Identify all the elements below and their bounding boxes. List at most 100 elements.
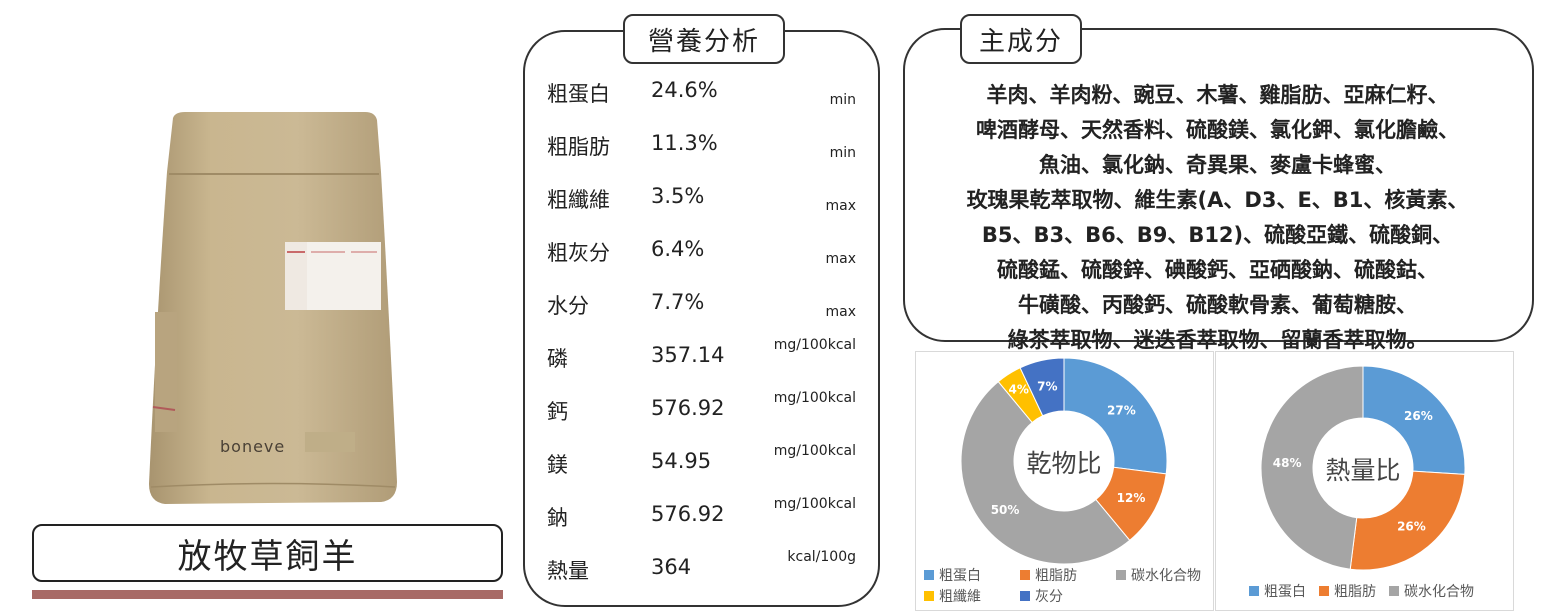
svg-text:boneve: boneve	[220, 437, 285, 456]
legend-label: 粗纖維	[939, 589, 981, 605]
nutrient-unit: mg/100kcal	[773, 337, 856, 353]
legend-item: 粗脂肪	[1020, 565, 1077, 585]
nutrient-unit: mg/100kcal	[773, 390, 856, 406]
data-label: 7%	[1037, 379, 1057, 393]
nutrient-unit: mg/100kcal	[773, 496, 856, 512]
legend-label: 粗脂肪	[1035, 568, 1077, 584]
nutrition-row: 磷 357.14 mg/100kcal	[523, 337, 876, 396]
legend-label: 粗蛋白	[939, 568, 981, 584]
data-label: 4%	[1009, 383, 1029, 397]
nutrition-title: 營養分析	[623, 14, 785, 64]
nutrient-value: 576.92	[651, 396, 725, 420]
nutrition-row: 鈣 576.92 mg/100kcal	[523, 390, 876, 449]
nutrition-row: 粗蛋白 24.6% min	[523, 78, 876, 131]
ingredients-line: 綠茶萃取物、迷迭香萃取物、留蘭香萃取物。	[1007, 328, 1428, 352]
donut-svg: 27% 12% 50% 4% 7%	[960, 357, 1168, 565]
legend-swatch	[1389, 586, 1399, 596]
legend-swatch	[1249, 586, 1259, 596]
ingredients-text: 羊肉、羊肉粉、豌豆、木薯、雞脂肪、亞麻仁籽、 啤酒酵母、天然香料、硫酸鎂、氯化鉀…	[905, 78, 1530, 358]
legend-item: 碳水化合物	[1116, 565, 1201, 585]
nutrient-value: 357.14	[651, 343, 725, 367]
legend-swatch	[1116, 570, 1126, 580]
ingredients-title: 主成分	[960, 14, 1082, 64]
nutrient-label: 水分	[547, 294, 589, 318]
nutrient-value: 11.3%	[651, 131, 718, 155]
ingredients-line: 玫瑰果乾萃取物、維生素(A、D3、E、B1、核黃素、	[966, 188, 1469, 212]
legend-swatch	[924, 570, 934, 580]
nutrient-unit: min	[829, 145, 856, 161]
nutrient-value: 6.4%	[651, 237, 705, 261]
legend-item: 碳水化合物	[1389, 581, 1474, 601]
nutrient-label: 粗脂肪	[547, 135, 610, 159]
nutrient-label: 磷	[547, 347, 568, 371]
nutrition-row: 水分 7.7% max	[523, 290, 876, 343]
nutrient-value: 24.6%	[651, 78, 718, 102]
ingredients-line: 啤酒酵母、天然香料、硫酸鎂、氯化鉀、氯化膽鹼、	[976, 118, 1459, 142]
nutrient-unit: max	[825, 251, 856, 267]
donut-slice-碳水化合物	[960, 380, 1131, 565]
legend-item: 粗蛋白	[1249, 581, 1306, 601]
data-label: 27%	[1107, 403, 1136, 417]
nutrient-unit: max	[825, 304, 856, 320]
legend-label: 粗蛋白	[1264, 584, 1306, 600]
dry-matter-chart: 27% 12% 50% 4% 7% 乾物比粗蛋白 粗脂肪 碳水化合物粗纖維 灰分	[915, 351, 1214, 611]
nutrient-value: 576.92	[651, 502, 725, 526]
nutrient-label: 粗蛋白	[547, 82, 610, 106]
nutrition-row: 熱量 364 kcal/100g	[523, 549, 876, 608]
nutrient-value: 7.7%	[651, 290, 705, 314]
nutrition-row: 粗灰分 6.4% max	[523, 237, 876, 290]
legend-label: 碳水化合物	[1404, 584, 1474, 600]
nutrient-unit: max	[825, 198, 856, 214]
legend-item: 粗脂肪	[1319, 581, 1376, 601]
nutrient-label: 粗灰分	[547, 241, 610, 265]
legend-item: 粗蛋白	[924, 565, 981, 585]
donut-center-label: 乾物比	[1026, 449, 1102, 478]
legend-item: 粗纖維	[924, 586, 981, 606]
nutrient-label: 熱量	[547, 559, 589, 583]
donut-slice-粗蛋白	[1063, 357, 1168, 475]
nutrition-row: 粗纖維 3.5% max	[523, 184, 876, 237]
ingredients-line: 羊肉、羊肉粉、豌豆、木薯、雞脂肪、亞麻仁籽、	[986, 83, 1449, 107]
data-label: 48%	[1273, 456, 1302, 470]
legend-swatch	[1020, 570, 1030, 580]
product-name: 放牧草飼羊	[32, 524, 503, 582]
nutrient-value: 54.95	[651, 449, 712, 473]
nutrition-panel	[523, 30, 880, 607]
legend-item: 灰分	[1020, 586, 1063, 606]
ingredients-line: 牛磺酸、丙酸鈣、硫酸軟骨素、葡萄糖胺、	[1018, 293, 1417, 317]
ingredients-panel	[903, 28, 1534, 342]
nutrient-value: 364	[651, 555, 692, 579]
accent-bar	[32, 590, 503, 599]
donut-center-label: 熱量比	[1325, 456, 1401, 485]
donut-svg: 26% 26% 48%	[1260, 365, 1466, 571]
donut-slice-粗脂肪	[1349, 470, 1466, 571]
legend-swatch	[924, 591, 934, 601]
donut-slice-碳水化合物	[1260, 365, 1364, 570]
ingredients-line: 魚油、氯化鈉、奇異果、麥盧卡蜂蜜、	[1039, 153, 1396, 177]
nutrition-row: 鈉 576.92 mg/100kcal	[523, 496, 876, 555]
nutrient-label: 鈣	[547, 400, 568, 424]
ingredients-line: B5、B3、B6、B9、B12)、硫酸亞鐵、硫酸銅、	[981, 223, 1454, 247]
product-bag-image: boneve	[145, 112, 401, 506]
nutrient-label: 鈉	[547, 506, 568, 530]
legend-label: 碳水化合物	[1131, 568, 1201, 584]
data-label: 12%	[1117, 491, 1146, 505]
nutrient-label: 鎂	[547, 453, 568, 477]
donut-slice-灰分	[1019, 357, 1065, 417]
legend-swatch	[1020, 591, 1030, 601]
nutrient-label: 粗纖維	[547, 188, 610, 212]
data-label: 50%	[991, 503, 1020, 517]
data-label: 26%	[1397, 520, 1426, 534]
legend-label: 灰分	[1035, 589, 1063, 605]
nutrient-value: 3.5%	[651, 184, 705, 208]
nutrient-unit: min	[829, 92, 856, 108]
nutrient-unit: mg/100kcal	[773, 443, 856, 459]
calorie-ratio-chart: 26% 26% 48% 熱量比粗蛋白 粗脂肪 碳水化合物	[1215, 351, 1514, 611]
ingredients-line: 硫酸錳、硫酸鋅、碘酸鈣、亞硒酸鈉、硫酸鈷、	[997, 258, 1438, 282]
donut-slice-粗蛋白	[1362, 365, 1466, 475]
nutrition-row: 鎂 54.95 mg/100kcal	[523, 443, 876, 502]
legend-swatch	[1319, 586, 1329, 596]
data-label: 26%	[1404, 409, 1433, 423]
nutrient-unit: kcal/100g	[787, 549, 856, 565]
legend-label: 粗脂肪	[1334, 584, 1376, 600]
